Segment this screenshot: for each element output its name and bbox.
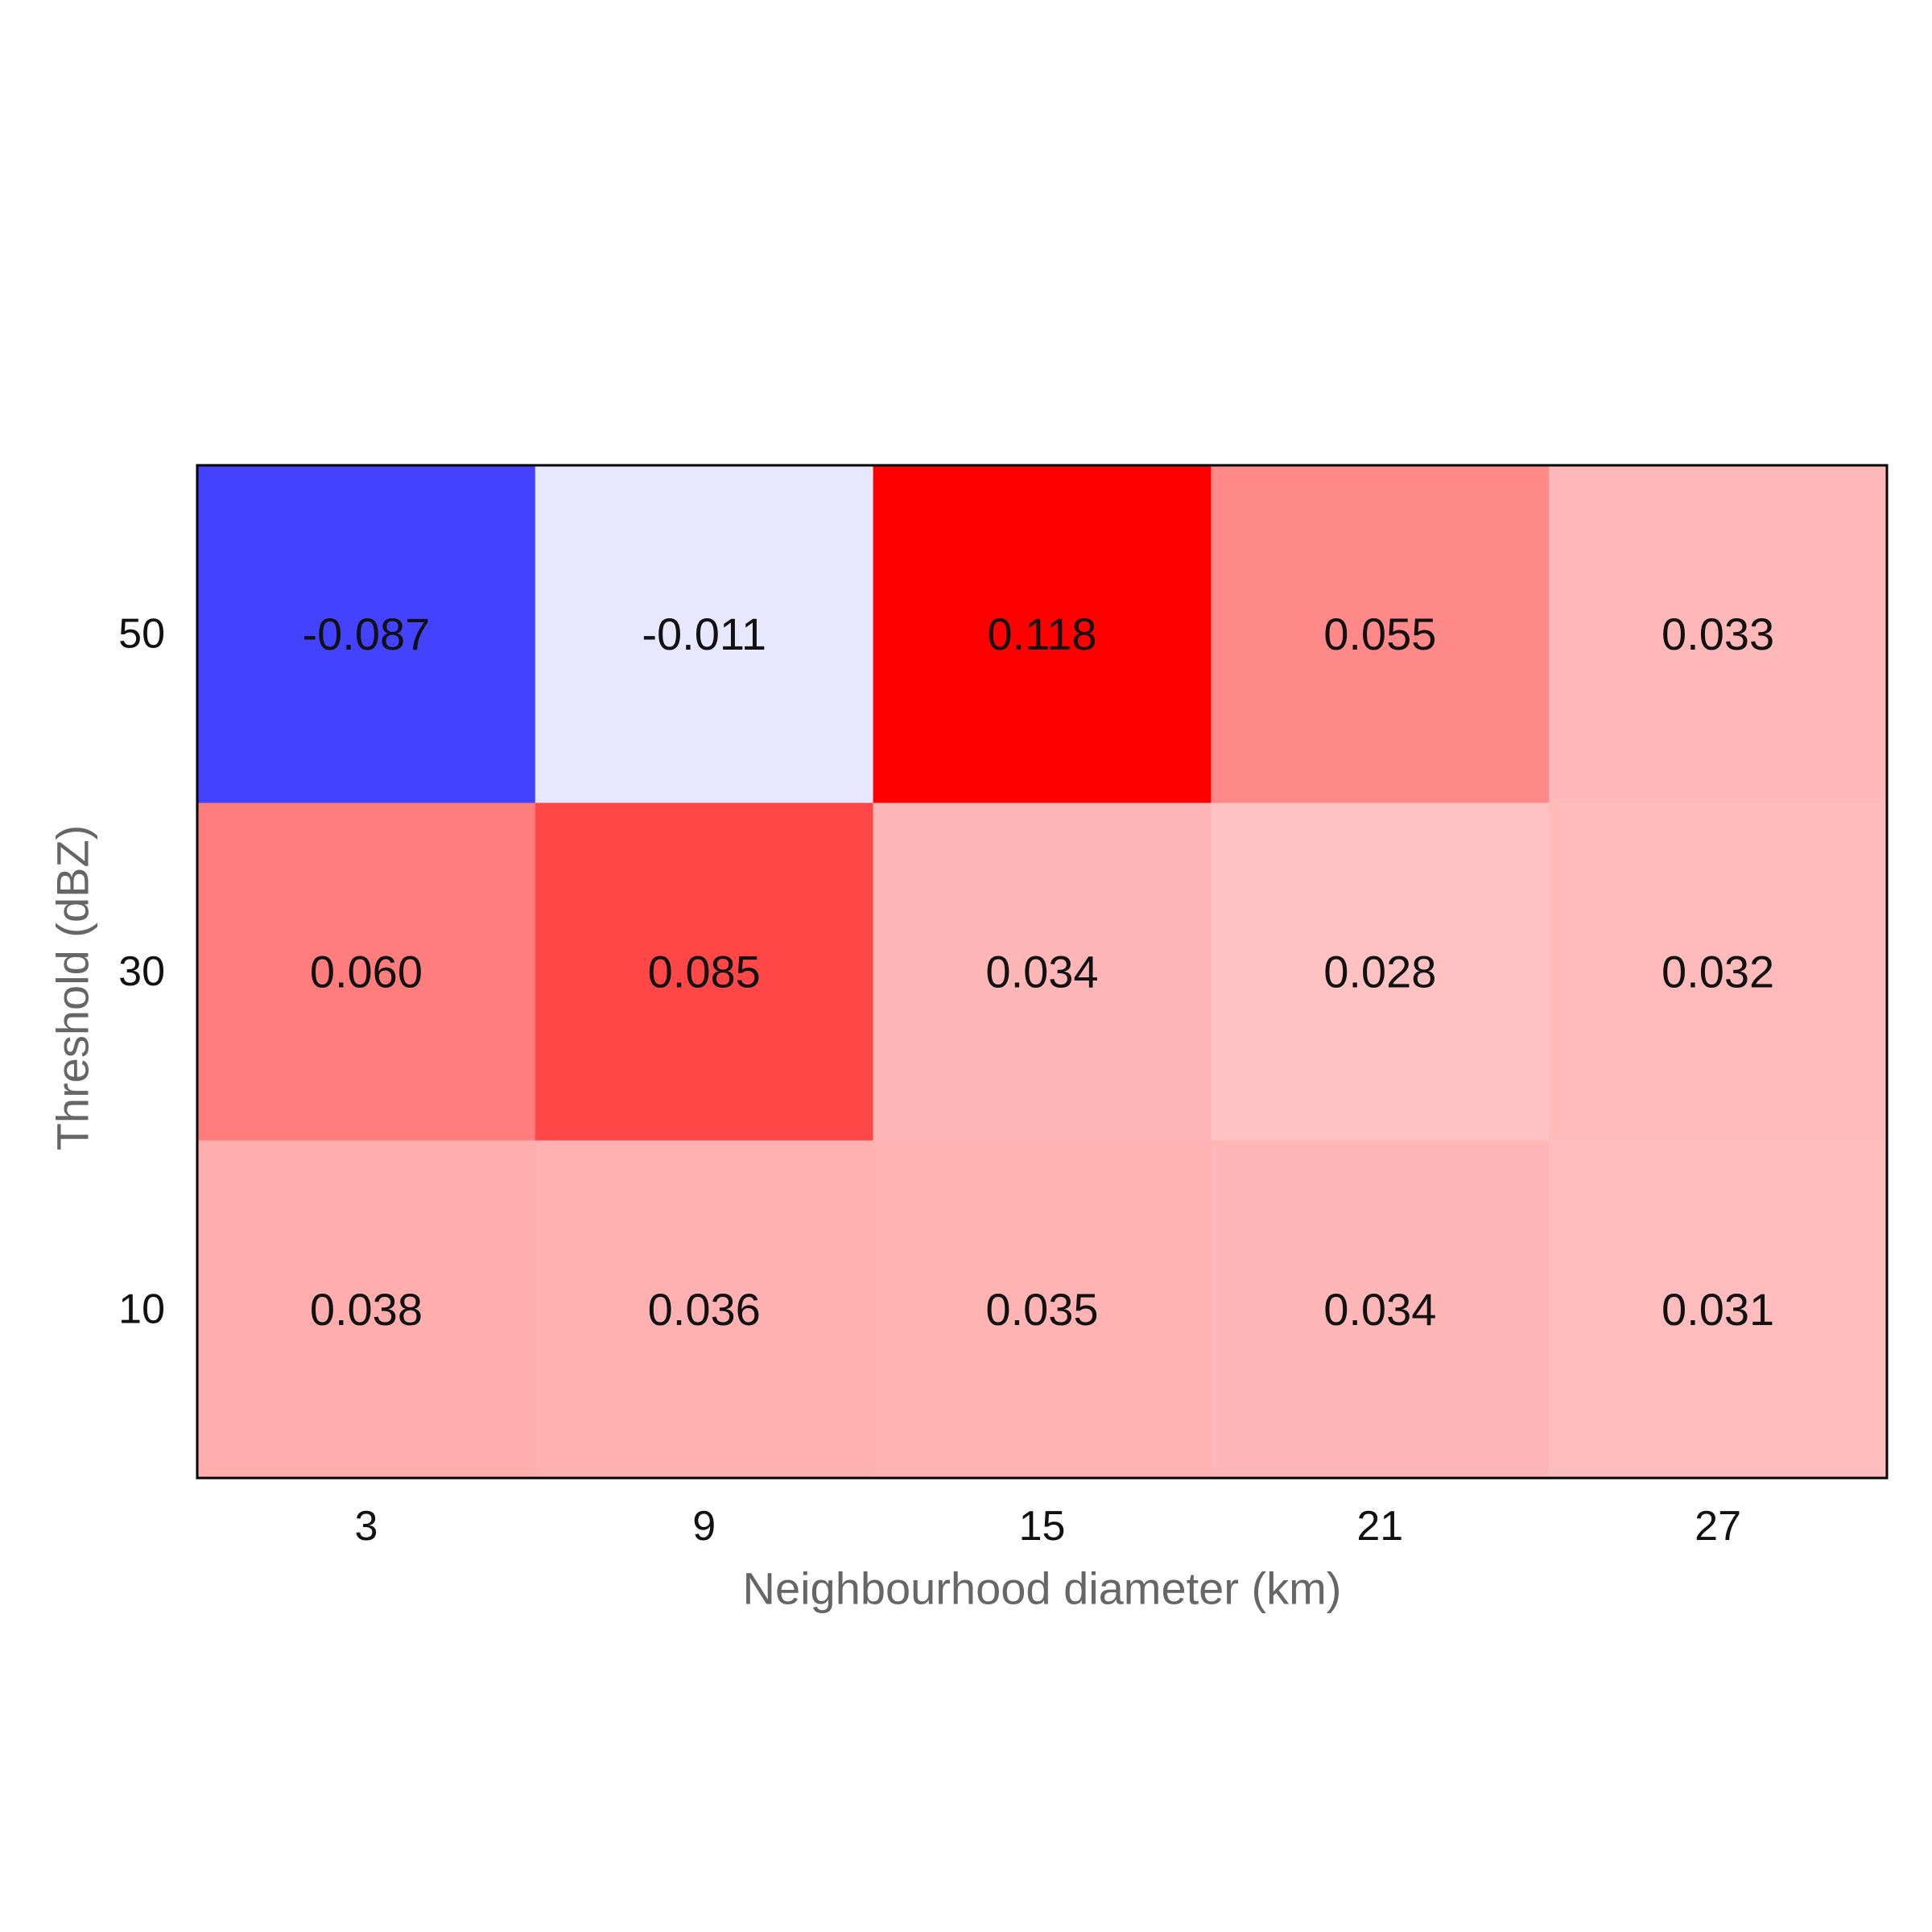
heatmap-cell <box>1211 803 1550 1141</box>
y-tick-labels: 50 30 10 <box>118 611 165 1333</box>
cell-value-label: 0.028 <box>1323 947 1436 997</box>
heatmap-cell <box>873 465 1212 803</box>
cell-value-label: -0.011 <box>642 609 766 659</box>
cell-value-label: 0.034 <box>1323 1284 1436 1335</box>
heatmap-cells <box>197 465 1888 1479</box>
y-tick-label: 50 <box>118 611 165 658</box>
heatmap-value-labels: -0.087 -0.011 0.118 0.055 0.033 0.060 0.085 0.0… <box>303 609 1775 1335</box>
cell-value-label: 0.060 <box>310 947 423 997</box>
cell-value-label: 0.033 <box>1662 609 1774 659</box>
cell-value-label: 0.036 <box>648 1284 761 1335</box>
heatmap-cell <box>1549 1140 1888 1479</box>
cell-value-label: 0.055 <box>1323 609 1436 659</box>
heatmap-cell <box>535 803 874 1141</box>
x-tick-labels: 3 9 15 21 27 <box>354 1503 1741 1550</box>
heatmap-cell <box>873 803 1212 1141</box>
heatmap-cell <box>535 1140 874 1479</box>
heatmap-cell <box>873 1140 1212 1479</box>
y-axis-title: Threshold (dBZ) <box>47 825 98 1151</box>
heatmap-cell <box>1211 465 1550 803</box>
x-tick-label: 27 <box>1695 1503 1741 1550</box>
cell-value-label: 0.085 <box>648 947 761 997</box>
cell-value-label: 0.038 <box>310 1284 423 1335</box>
y-tick-label: 30 <box>118 948 165 995</box>
heatmap-cell <box>197 803 536 1141</box>
cell-value-label: 0.034 <box>985 947 1098 997</box>
cell-value-label: 0.032 <box>1662 947 1774 997</box>
heatmap-cell <box>1549 803 1888 1141</box>
x-tick-label: 3 <box>354 1503 378 1550</box>
heatmap-cell <box>1211 1140 1550 1479</box>
heatmap-cell <box>1549 465 1888 803</box>
x-tick-label: 9 <box>692 1503 716 1550</box>
y-tick-label: 10 <box>118 1286 165 1332</box>
x-tick-label: 21 <box>1356 1503 1403 1550</box>
cell-value-label: 0.031 <box>1662 1284 1774 1335</box>
cell-value-label: 0.035 <box>985 1284 1098 1335</box>
cell-value-label: -0.087 <box>303 609 431 659</box>
x-tick-label: 15 <box>1019 1503 1066 1550</box>
heatmap-cell <box>197 1140 536 1479</box>
heatmap-cell <box>535 465 874 803</box>
x-axis-title: Neighbourhood diameter (km) <box>743 1563 1342 1614</box>
cell-value-label: 0.118 <box>988 609 1097 659</box>
plot-frame <box>196 464 1889 1480</box>
heatmap-cell <box>197 465 536 803</box>
